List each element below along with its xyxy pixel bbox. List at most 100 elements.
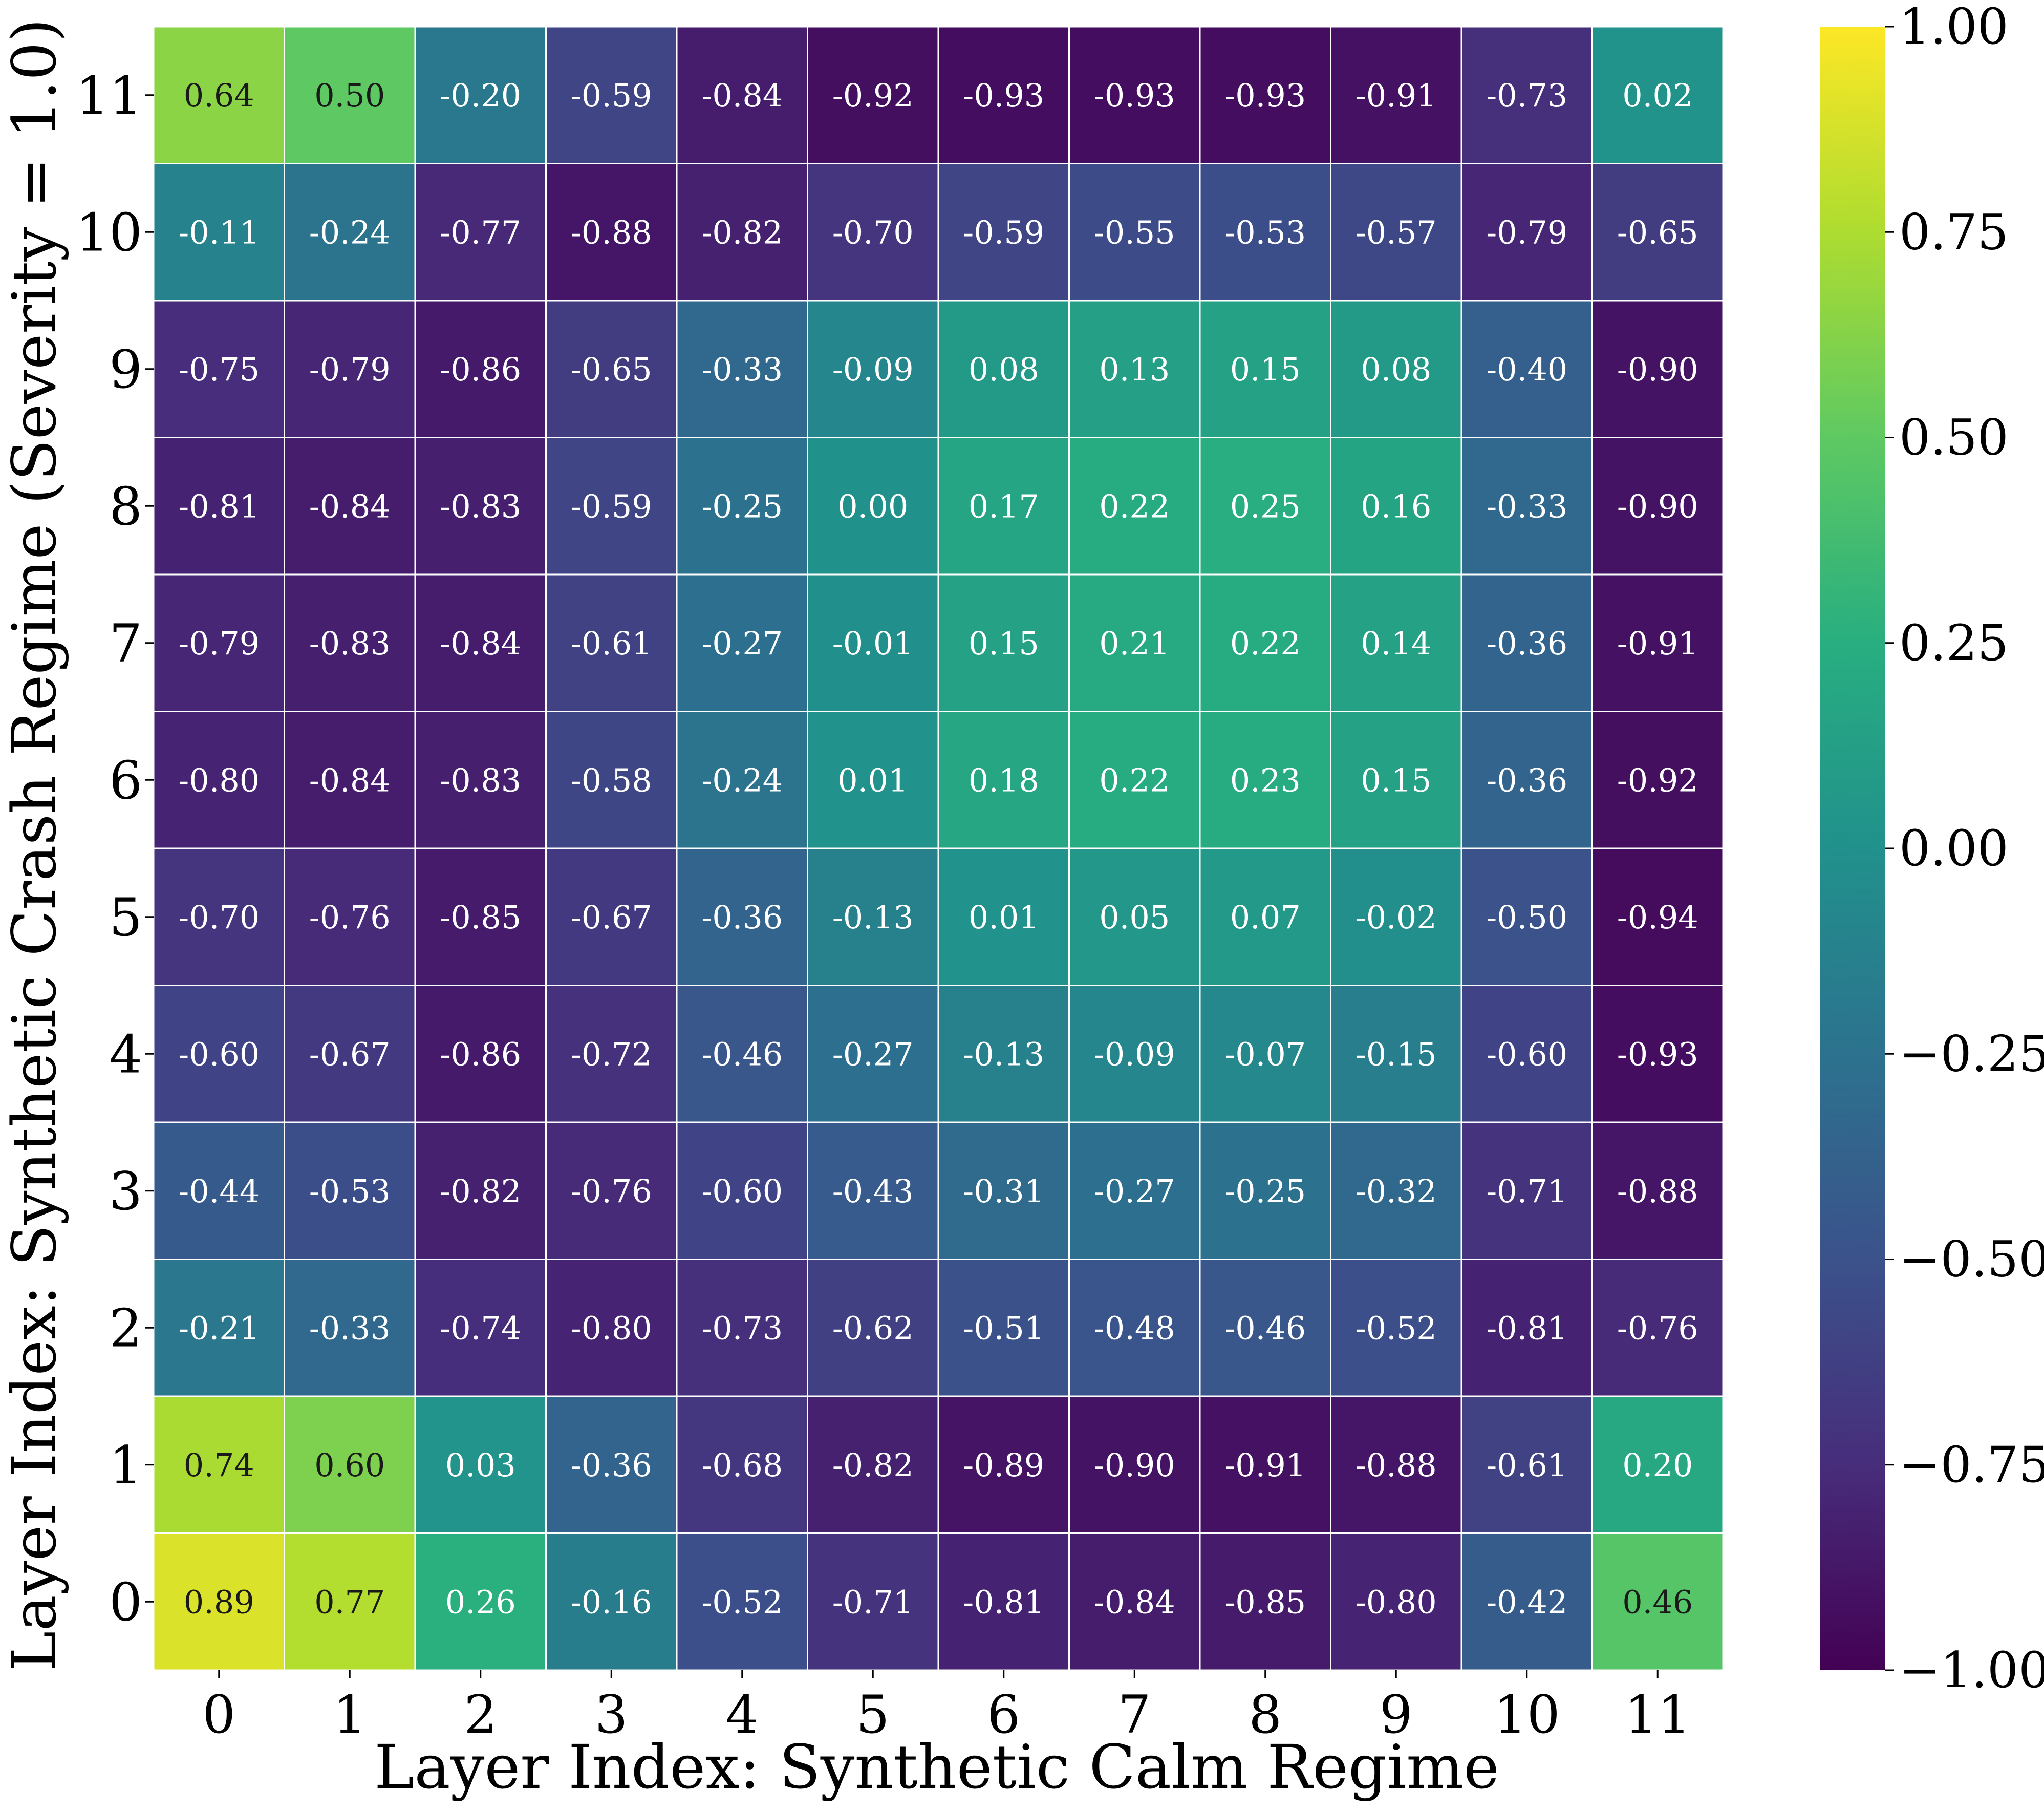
cell-value-label: -0.94 <box>1617 899 1698 936</box>
cell-value-label: -0.84 <box>1094 1583 1175 1621</box>
heatmap-cell <box>676 26 808 164</box>
x-tick-label: 4 <box>725 1685 759 1745</box>
heatmap-cell <box>1330 163 1462 302</box>
heatmap-cells <box>153 26 1724 1671</box>
cell-value-label: -0.36 <box>1486 625 1567 662</box>
colorbar-tick-label: −1.00 <box>1899 1642 2044 1699</box>
cell-value-label: -0.52 <box>701 1583 783 1621</box>
x-tick-label: 10 <box>1494 1685 1560 1745</box>
cell-value-label: -0.85 <box>440 899 521 936</box>
cell-value-label: -0.67 <box>309 1035 391 1073</box>
cell-value-label: -0.80 <box>178 761 260 799</box>
heatmap-cell <box>1199 1395 1331 1534</box>
heatmap-cell <box>676 1395 808 1534</box>
heatmap-cell <box>807 1395 939 1534</box>
heatmap-cell <box>807 847 939 986</box>
heatmap-cell <box>1591 985 1724 1123</box>
cell-value-label: 0.16 <box>1361 487 1431 525</box>
cell-value-label: 0.08 <box>969 351 1039 388</box>
cell-value-label: -0.46 <box>701 1035 783 1073</box>
heatmap-cell <box>1591 1121 1724 1260</box>
cell-value-label: -0.24 <box>701 761 783 799</box>
cell-value-label: -0.46 <box>1224 1309 1306 1347</box>
heatmap-cell <box>1460 300 1593 438</box>
cell-value-label: -0.76 <box>1617 1309 1698 1347</box>
heatmap-cell <box>1591 437 1724 576</box>
cell-value-label: -0.33 <box>701 351 783 388</box>
heatmap-cell <box>545 985 678 1123</box>
cell-value-label: -0.88 <box>1356 1446 1437 1484</box>
x-tick-label: 6 <box>987 1685 1020 1745</box>
heatmap-cell <box>284 985 416 1123</box>
cell-value-label: -0.83 <box>309 625 391 662</box>
cell-value-label: -0.84 <box>701 77 783 114</box>
heatmap-cell <box>676 1259 808 1397</box>
heatmap-cell <box>807 437 939 576</box>
heatmap-cell <box>1460 847 1593 986</box>
heatmap-cell <box>414 26 547 164</box>
cell-value-label: -0.84 <box>309 487 391 525</box>
heatmap-cell <box>807 26 939 164</box>
colorbar-tick-label: −0.25 <box>1899 1025 2044 1082</box>
cell-value-label: -0.76 <box>571 1173 652 1210</box>
heatmap-cell <box>1591 300 1724 438</box>
heatmap-cell <box>153 163 285 302</box>
heatmap-cell <box>1330 1121 1462 1260</box>
cell-value-label: -0.01 <box>832 625 914 662</box>
cell-value-label: -0.76 <box>309 899 391 936</box>
heatmap-cell <box>1460 1121 1593 1260</box>
heatmap-cell <box>937 1121 1070 1260</box>
cell-value-label: -0.27 <box>1094 1173 1175 1210</box>
cell-value-label: -0.48 <box>1094 1309 1175 1347</box>
heatmap-cell <box>1199 163 1331 302</box>
x-tick-label: 11 <box>1624 1685 1691 1745</box>
heatmap-cell <box>284 1532 416 1671</box>
heatmap-cell <box>1068 1121 1201 1260</box>
heatmap-cell <box>807 1532 939 1671</box>
heatmap-cell <box>414 1121 547 1260</box>
cell-value-label: -0.79 <box>178 625 260 662</box>
cell-value-label: -0.75 <box>178 351 260 388</box>
heatmap-cell <box>937 163 1070 302</box>
heatmap-cell <box>414 437 547 576</box>
heatmap-cell <box>153 1121 285 1260</box>
colorbar-tick-label: 1.00 <box>1899 0 2009 55</box>
cell-value-label: -0.71 <box>832 1583 914 1621</box>
cell-value-label: -0.13 <box>832 899 914 936</box>
y-tick-label: 2 <box>109 1298 142 1359</box>
cell-value-label: -0.33 <box>1486 487 1567 525</box>
heatmap-cell <box>807 573 939 712</box>
heatmap-cell <box>937 1259 1070 1397</box>
y-tick-label: 8 <box>109 476 142 537</box>
heatmap-cell <box>545 1259 678 1397</box>
heatmap-cell <box>1068 711 1201 849</box>
heatmap-cell <box>1591 26 1724 164</box>
heatmap-cell <box>1330 1395 1462 1534</box>
heatmap-cell <box>545 437 678 576</box>
heatmap-cell <box>1460 985 1593 1123</box>
cell-value-label: -0.81 <box>963 1583 1044 1621</box>
cell-value-label: -0.72 <box>571 1035 652 1073</box>
cell-value-label: 0.22 <box>1099 487 1170 525</box>
heatmap-cell <box>284 847 416 986</box>
heatmap-cell <box>1591 847 1724 986</box>
heatmap-cell <box>1199 1532 1331 1671</box>
cell-value-label: 0.17 <box>969 487 1039 525</box>
y-tick-label: 11 <box>76 66 142 126</box>
heatmap-cell <box>1591 711 1724 849</box>
cell-value-label: -0.57 <box>1356 214 1437 251</box>
x-axis-ticks: 0 1 2 3 4 5 6 7 8 9 10 11 <box>202 1670 1691 1745</box>
heatmap-cell <box>937 1532 1070 1671</box>
cell-value-label: 0.22 <box>1099 761 1170 799</box>
heatmap-cell <box>937 711 1070 849</box>
cell-value-label: -0.44 <box>178 1173 260 1210</box>
cell-value-label: -0.25 <box>1224 1173 1306 1210</box>
x-tick-label: 7 <box>1118 1685 1151 1745</box>
cell-value-label: -0.61 <box>1486 1446 1567 1484</box>
x-tick-label: 2 <box>464 1685 497 1745</box>
cell-value-label: -0.09 <box>832 351 914 388</box>
cell-value-label: -0.52 <box>1356 1309 1437 1347</box>
cell-value-label: -0.82 <box>440 1173 521 1210</box>
